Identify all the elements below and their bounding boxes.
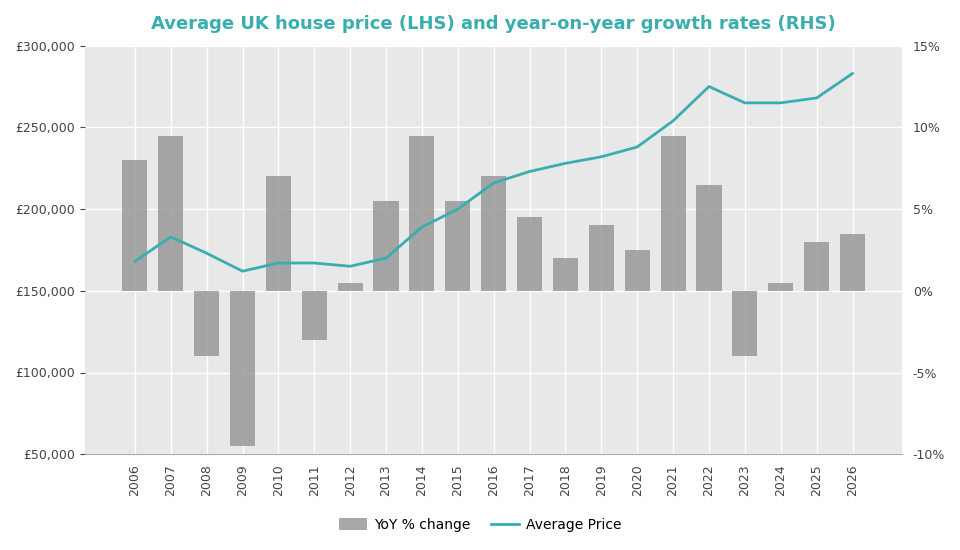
Bar — [230, 291, 255, 446]
Bar — [588, 226, 613, 291]
Bar — [301, 291, 326, 340]
Bar — [122, 160, 148, 291]
Bar — [194, 291, 219, 356]
Bar — [660, 135, 685, 291]
Bar — [517, 217, 542, 291]
Bar — [158, 135, 183, 291]
Bar — [804, 242, 829, 291]
Bar — [768, 283, 793, 291]
Bar — [481, 177, 506, 291]
Bar — [409, 135, 435, 291]
Bar — [373, 201, 398, 291]
Bar — [445, 201, 470, 291]
Bar — [553, 258, 578, 291]
Title: Average UK house price (LHS) and year-on-year growth rates (RHS): Average UK house price (LHS) and year-on… — [152, 15, 836, 33]
Legend: YoY % change, Average Price: YoY % change, Average Price — [333, 513, 627, 537]
Bar — [266, 177, 291, 291]
Bar — [840, 234, 865, 291]
Bar — [732, 291, 757, 356]
Bar — [625, 250, 650, 291]
Bar — [696, 185, 722, 291]
Bar — [338, 283, 363, 291]
